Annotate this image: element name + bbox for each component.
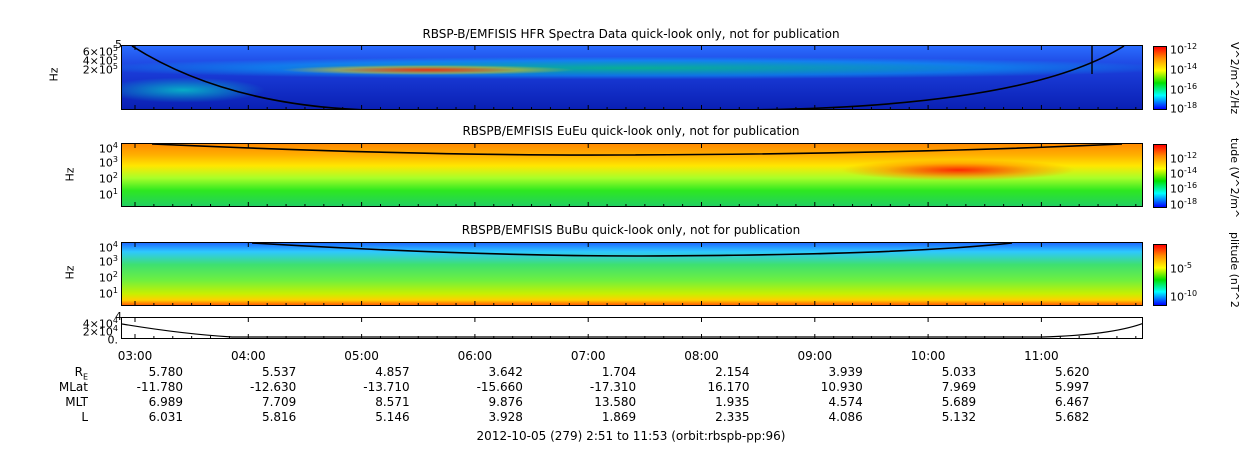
small-ytick-2: 2×104 bbox=[82, 324, 118, 339]
x-tick-label: 03:00 bbox=[117, 349, 153, 363]
ephemeris-value: 13.580 bbox=[594, 395, 637, 409]
buBu-panel-title: RBSPB/EMFISIS BuBu quick-look only, not … bbox=[461, 223, 801, 237]
hfr-cbar-tick-2: 10-14 bbox=[1170, 62, 1198, 77]
buBu-ytick-4: 101 bbox=[98, 286, 118, 301]
hfr-ytick-3: 2×105 bbox=[82, 62, 118, 77]
ephemeris-value: 6.031 bbox=[148, 410, 183, 424]
buBu-spectrogram-fill bbox=[122, 243, 1142, 305]
hfr-cbar-tick-3: 10-16 bbox=[1170, 82, 1198, 97]
small-ytick-1: 4×104 bbox=[82, 316, 118, 331]
small-line-panel bbox=[121, 317, 1143, 339]
ephemeris-value: -11.780 bbox=[136, 380, 183, 394]
ephemeris-row-label: MLat bbox=[58, 380, 88, 394]
hfr-panel-title: RBSP-B/EMFISIS HFR Spectra Data quick-lo… bbox=[422, 27, 840, 41]
ephemeris-value: 2.154 bbox=[715, 365, 750, 379]
ephemeris-value: 5.146 bbox=[375, 410, 410, 424]
ephemeris-value: 5.780 bbox=[148, 365, 183, 379]
ephemeris-value: 5.132 bbox=[941, 410, 977, 424]
buBu-ytick-2: 103 bbox=[98, 254, 118, 269]
x-tick-label: 06:00 bbox=[457, 349, 493, 363]
ephemeris-value: 5.689 bbox=[941, 395, 977, 409]
euEu-cyclotron-curve bbox=[151, 144, 1123, 156]
x-tick-label: 04:00 bbox=[231, 349, 266, 363]
small-panel-curve bbox=[122, 323, 1142, 338]
buBu-cyclotron-curve bbox=[251, 243, 1013, 257]
ephemeris-value: 10.930 bbox=[820, 380, 863, 394]
euEu-colorbar bbox=[1153, 144, 1167, 208]
small-ytick-3: 0. bbox=[107, 333, 119, 347]
x-tick-label: 10:00 bbox=[910, 349, 946, 363]
euEu-ytick-4: 101 bbox=[98, 187, 118, 202]
ephemeris-value: -17.310 bbox=[589, 380, 637, 394]
ephemeris-value: 3.928 bbox=[488, 410, 523, 424]
small-ytick-top: 4 bbox=[115, 310, 122, 323]
hfr-cbar-tick-4: 10-18 bbox=[1170, 101, 1198, 116]
ephemeris-value: 6.989 bbox=[148, 395, 183, 409]
ephemeris-value: 5.816 bbox=[261, 410, 297, 424]
ephemeris-value: 6.467 bbox=[1055, 395, 1090, 409]
ephemeris-value: -15.660 bbox=[476, 380, 523, 394]
hfr-colorbar bbox=[1153, 46, 1167, 110]
ephemeris-row-label: L bbox=[81, 410, 88, 424]
ephemeris-value: 1.869 bbox=[601, 410, 637, 424]
euEu-ytick-1: 104 bbox=[98, 141, 118, 156]
hfr-cbar-tick-1: 10-12 bbox=[1170, 42, 1198, 57]
ephemeris-value: 1.935 bbox=[715, 395, 750, 409]
ephemeris-value: 9.876 bbox=[488, 395, 523, 409]
ephemeris-value: 3.642 bbox=[488, 365, 523, 379]
ephemeris-row-label: MLT bbox=[65, 395, 88, 409]
hfr-ytick-2: 4×105 bbox=[82, 53, 118, 68]
ephemeris-value: 5.997 bbox=[1055, 380, 1090, 394]
ephemeris-value: 7.969 bbox=[941, 380, 977, 394]
ephemeris-value: 2.335 bbox=[715, 410, 750, 424]
ephemeris-value: 5.033 bbox=[941, 365, 977, 379]
buBu-spectrogram bbox=[121, 242, 1143, 306]
ephemeris-value: 16.170 bbox=[707, 380, 750, 394]
x-tick-label: 05:00 bbox=[344, 349, 379, 363]
buBu-cbar-tick-2: 10-10 bbox=[1170, 289, 1198, 304]
euEu-cbar-tick-1: 10-12 bbox=[1170, 151, 1198, 166]
ephemeris-value: 5.682 bbox=[1055, 410, 1090, 424]
x-tick-label: 09:00 bbox=[797, 349, 833, 363]
ephemeris-value: -12.630 bbox=[249, 380, 297, 394]
x-tick-label: 11:00 bbox=[1024, 349, 1059, 363]
ephemeris-value: 4.857 bbox=[375, 365, 410, 379]
time-range-footer: 2012-10-05 (279) 2:51 to 11:53 (orbit:rb… bbox=[476, 429, 786, 443]
euEu-spectrogram bbox=[121, 143, 1143, 207]
ephemeris-value: 8.571 bbox=[375, 395, 410, 409]
ephemeris-row-label: RE bbox=[74, 365, 88, 382]
buBu-colorbar bbox=[1153, 244, 1167, 306]
buBu-ytick-1: 104 bbox=[98, 240, 118, 255]
hfr-ytick-top: 5 bbox=[115, 38, 122, 51]
buBu-cbar-tick-1: 10-5 bbox=[1170, 261, 1192, 276]
x-tick-label: 07:00 bbox=[570, 349, 606, 363]
hfr-spectrogram bbox=[121, 45, 1143, 110]
ephemeris-value: 4.086 bbox=[828, 410, 863, 424]
ephemeris-value: 1.704 bbox=[601, 365, 637, 379]
hfr-plasma-curve bbox=[131, 46, 1125, 109]
euEu-cbar-tick-3: 10-16 bbox=[1170, 181, 1198, 196]
ephemeris-value: 7.709 bbox=[261, 395, 297, 409]
ephemeris-value: 5.620 bbox=[1055, 365, 1090, 379]
euEu-ytick-2: 103 bbox=[98, 155, 118, 170]
ephemeris-value: 4.574 bbox=[828, 395, 863, 409]
ephemeris-value: 3.939 bbox=[828, 365, 863, 379]
x-tick-label: 08:00 bbox=[684, 349, 719, 363]
hfr-spectrogram-fill bbox=[122, 46, 1142, 109]
ephemeris-value: -13.710 bbox=[363, 380, 410, 394]
euEu-cbar-tick-4: 10-18 bbox=[1170, 197, 1198, 212]
hfr-ytick-1: 6×105 bbox=[82, 44, 118, 59]
buBu-ytick-3: 102 bbox=[98, 270, 118, 285]
euEu-cbar-tick-2: 10-14 bbox=[1170, 166, 1198, 181]
euEu-ytick-3: 102 bbox=[98, 171, 118, 186]
ephemeris-row-subscript: E bbox=[82, 372, 88, 382]
ephemeris-value: 5.537 bbox=[261, 365, 297, 379]
euEu-panel-title: RBSPB/EMFISIS EuEu quick-look only, not … bbox=[462, 124, 800, 138]
